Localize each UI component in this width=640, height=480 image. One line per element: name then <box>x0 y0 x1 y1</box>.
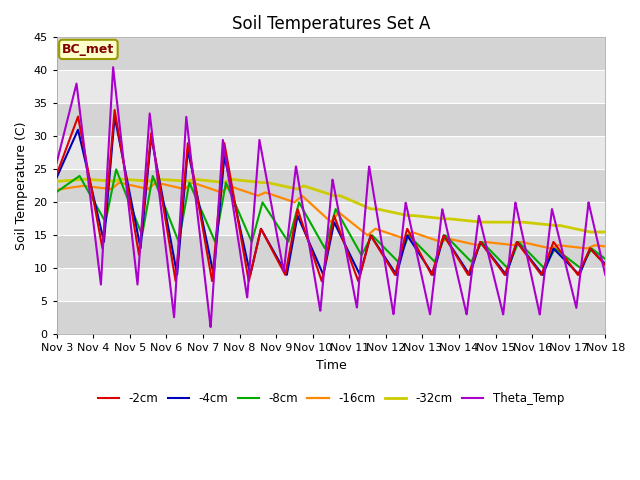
Legend: -2cm, -4cm, -8cm, -16cm, -32cm, Theta_Temp: -2cm, -4cm, -8cm, -16cm, -32cm, Theta_Te… <box>93 388 569 410</box>
Bar <box>57 301 605 334</box>
Bar <box>57 235 605 268</box>
Bar <box>57 71 605 103</box>
Bar <box>57 37 605 71</box>
Text: BC_met: BC_met <box>62 43 115 56</box>
Bar <box>57 136 605 169</box>
X-axis label: Time: Time <box>316 359 346 372</box>
Y-axis label: Soil Temperature (C): Soil Temperature (C) <box>15 121 28 250</box>
Bar <box>57 203 605 235</box>
Bar <box>57 103 605 136</box>
Bar <box>57 268 605 301</box>
Title: Soil Temperatures Set A: Soil Temperatures Set A <box>232 15 430 33</box>
Bar <box>57 169 605 203</box>
